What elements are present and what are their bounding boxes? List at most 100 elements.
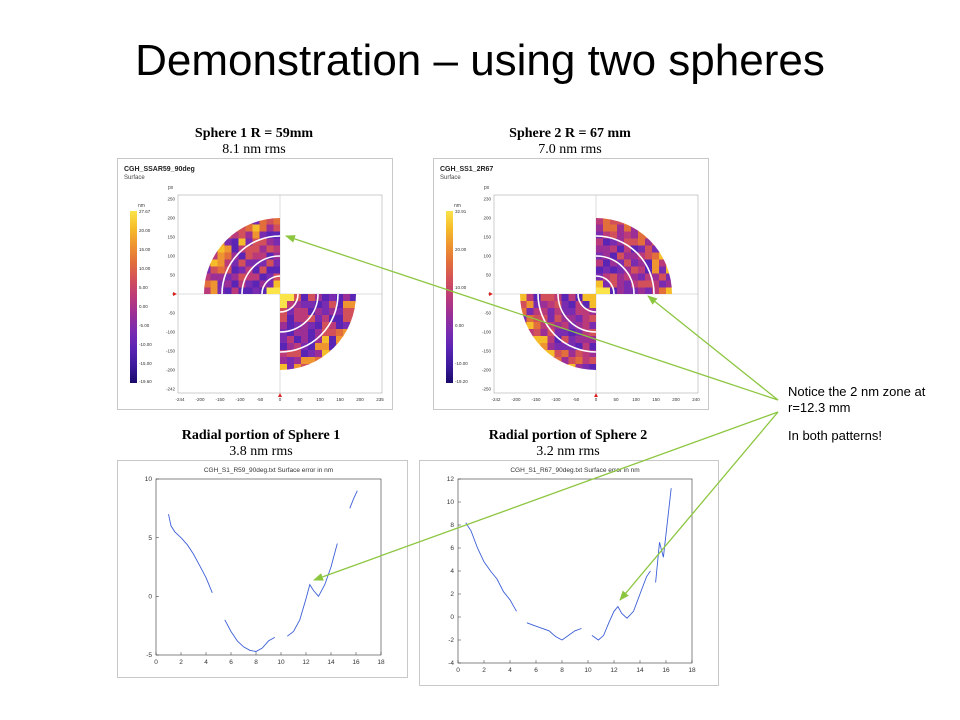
- y-tick-label: 0: [148, 594, 152, 601]
- y-tick-label: 5: [148, 535, 152, 542]
- radial-plot-2: CGH_S1_R67_90deg.txt Surface error in nm…: [419, 460, 719, 686]
- map-y-tick-label: 150: [167, 235, 175, 240]
- map1-caption-rms: 8.1 nm rms: [222, 142, 286, 157]
- map-y-tick-label: -150: [166, 349, 176, 354]
- colorbar-tick-label: -10.00: [139, 342, 152, 347]
- map-y-tick-label: 150: [483, 235, 491, 240]
- map2-caption-title: Sphere 2 R = 67 mm: [509, 126, 631, 141]
- map-x-tick-label: 200: [672, 397, 680, 402]
- x-tick-label: 16: [352, 659, 360, 666]
- surface-map-1: CGH_SSAR59_90deg Surface px nm 27.67 20.00 15.…: [117, 158, 393, 410]
- x-tick-label: 0: [154, 659, 158, 666]
- y-tick-label: 2: [450, 591, 454, 598]
- map-x-tick-label: 200: [356, 397, 364, 402]
- colorbar-tick-label: 10.00: [139, 266, 151, 271]
- map-x-tick-label: 100: [316, 397, 324, 402]
- colorbar-tick-label: -10.00: [455, 361, 468, 366]
- map-x-tick-label: 235: [376, 397, 384, 402]
- map-y-tick-label: 200: [483, 216, 491, 221]
- plot2-caption-rms: 3.2 nm rms: [536, 444, 600, 459]
- x-tick-label: 8: [560, 667, 564, 674]
- x-tick-label: 6: [229, 659, 233, 666]
- map-axis-marker: [278, 393, 282, 397]
- x-tick-label: 0: [456, 667, 460, 674]
- map-unit-px: px: [168, 185, 174, 191]
- map-y-tick-label: -100: [166, 330, 176, 335]
- map1-caption: Sphere 1 R = 59mm 8.1 nm rms: [116, 126, 392, 158]
- map-y-tick-label: 230: [483, 197, 491, 202]
- y-tick-label: -2: [448, 637, 454, 644]
- colorbar: [130, 211, 137, 383]
- radial-plot-2-svg: CGH_S1_R67_90deg.txt Surface error in nm…: [447, 467, 696, 674]
- map-y-tick-label: 250: [167, 197, 175, 202]
- x-tick-label: 2: [482, 667, 486, 674]
- colorbar-tick-label: -15.00: [139, 361, 152, 366]
- x-tick-label: 12: [302, 659, 310, 666]
- colorbar-tick-label: 0.00: [139, 304, 148, 309]
- map-x-tick-label: 240: [692, 397, 700, 402]
- x-tick-label: 10: [277, 659, 285, 666]
- map2-caption-rms: 7.0 nm rms: [538, 142, 602, 157]
- surface-error-curve: [224, 619, 276, 652]
- radial-plot-1: CGH_S1_R59_90deg.txt Surface error in nm…: [117, 460, 408, 678]
- map-x-tick-label: 0: [279, 397, 282, 402]
- map-y-tick-label: 200: [167, 216, 175, 221]
- map-y-tick-label: -50: [168, 311, 175, 316]
- map-y-tick-label: 50: [486, 273, 492, 278]
- slide-title: Demonstration – using two spheres: [135, 36, 825, 85]
- map-unit-px: px: [484, 185, 490, 191]
- x-tick-label: 18: [377, 659, 385, 666]
- map-x-tick-label: 50: [613, 397, 619, 402]
- annotation-note-zone: Notice the 2 nm zone at r=12.3 mm: [788, 384, 926, 415]
- map-x-tick-label: -200: [195, 397, 205, 402]
- plot2-caption-title: Radial portion of Sphere 2: [488, 428, 648, 443]
- y-tick-label: 0: [450, 614, 454, 621]
- map-subtitle-label: Surface: [440, 175, 461, 181]
- x-tick-label: 18: [688, 667, 696, 674]
- colorbar-tick-label: 20.00: [455, 247, 467, 252]
- map2-caption: Sphere 2 R = 67 mm 7.0 nm rms: [432, 126, 708, 158]
- colorbar-tick-label: 15.00: [139, 247, 151, 252]
- map-y-tick-label: 100: [483, 254, 491, 259]
- map-y-tick-label: -242: [166, 387, 176, 392]
- surface-quadrant: [520, 294, 596, 370]
- map-y-tick-label: -100: [482, 330, 492, 335]
- x-tick-label: 12: [610, 667, 618, 674]
- y-tick-label: 4: [450, 568, 454, 575]
- surface-quadrant: [280, 294, 356, 370]
- plot-axes-box: [155, 478, 382, 656]
- map-y-tick-label: -200: [166, 368, 176, 373]
- colorbar-tick-label: 5.00: [139, 285, 148, 290]
- map-axis-marker: [489, 292, 493, 296]
- annotation-note-both: In both patterns!: [788, 428, 882, 443]
- map-x-tick-label: -244: [175, 397, 185, 402]
- map-unit-nm: nm: [138, 203, 145, 209]
- map-subtitle-label: Surface: [124, 175, 145, 181]
- x-tick-label: 8: [254, 659, 258, 666]
- y-tick-label: -4: [448, 660, 454, 667]
- map-y-tick-label: -250: [482, 387, 492, 392]
- plot2-caption: Radial portion of Sphere 2 3.2 nm rms: [420, 428, 716, 460]
- colorbar: [446, 211, 453, 383]
- y-tick-label: 10: [447, 499, 455, 506]
- map-y-tick-label: -200: [482, 368, 492, 373]
- zone-ring: [221, 235, 281, 295]
- plot1-caption-title: Radial portion of Sphere 1: [181, 428, 341, 443]
- map-unit-nm: nm: [454, 203, 461, 209]
- map-y-tick-label: -50: [484, 311, 491, 316]
- zone-ring: [241, 255, 281, 295]
- x-tick-label: 6: [534, 667, 538, 674]
- map-name-label: CGH_SS1_2R67: [440, 166, 493, 173]
- map-y-tick-label: -150: [482, 349, 492, 354]
- map-x-tick-label: -150: [531, 397, 541, 402]
- surface-quadrant: [204, 218, 280, 294]
- zone-ring: [261, 275, 281, 295]
- y-tick-label: 6: [450, 545, 454, 552]
- surface-error-curve: [526, 622, 582, 641]
- radial-plot-1-svg: CGH_S1_R59_90deg.txt Surface error in nm…: [145, 467, 385, 666]
- plot1-caption-rms: 3.8 nm rms: [229, 444, 293, 459]
- map-x-tick-label: -50: [257, 397, 264, 402]
- x-tick-label: 16: [662, 667, 670, 674]
- colorbar-tick-label: 32.91: [455, 209, 467, 214]
